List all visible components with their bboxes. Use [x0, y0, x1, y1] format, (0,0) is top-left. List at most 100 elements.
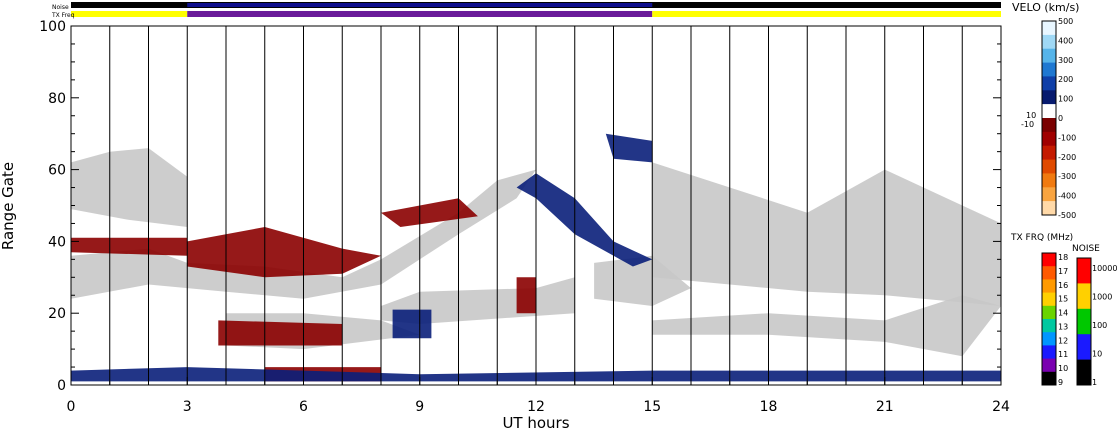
- velocity-color-swatch: [1042, 21, 1056, 36]
- noise-color-swatch-frame: [1076, 257, 1092, 386]
- txfreq-tick-label: 15: [1058, 295, 1068, 304]
- scatter-region: [516, 173, 653, 267]
- y-tick-label: 80: [48, 91, 66, 107]
- velocity-tick-label: 200: [1058, 75, 1073, 84]
- noise-color-swatch: [1077, 334, 1091, 361]
- velocity-color-swatch: [1042, 187, 1056, 202]
- scatter-region: [392, 309, 432, 339]
- txfreq-bar-segment: [652, 11, 1001, 17]
- x-tick-label: 6: [299, 399, 308, 415]
- scatter-region: [71, 237, 188, 256]
- txfreq-tick-label: 12: [1058, 336, 1068, 345]
- noise-color-swatch: [1077, 283, 1091, 310]
- scatter-region: [516, 277, 536, 314]
- velocity-color-swatch: [1042, 62, 1056, 77]
- velocity-tick-label: 0: [1058, 114, 1063, 123]
- velocity-color-swatch: [1042, 76, 1056, 91]
- scatter-region: [594, 255, 691, 306]
- txfreq-tick-label: 13: [1058, 322, 1068, 331]
- velocity-tick-label: 100: [1058, 95, 1073, 104]
- x-tick-label: 3: [183, 399, 192, 415]
- txfreq-tick-label: 10: [1058, 364, 1068, 373]
- noise-tick-label: 1: [1092, 378, 1097, 387]
- x-tick-label: 21: [876, 399, 894, 415]
- txfreq-color-swatch: [1042, 371, 1056, 386]
- velocity-tick-label: 500: [1058, 17, 1073, 26]
- y-tick-label: 100: [39, 19, 66, 35]
- txfreq-tick-label: 17: [1058, 267, 1068, 276]
- velocity-color-swatch: [1042, 118, 1056, 133]
- velocity-near-zero-label: -10: [1021, 120, 1034, 129]
- txfreq-color-swatch: [1042, 332, 1056, 346]
- noise-tick-label: 10000: [1092, 264, 1117, 273]
- txfreq-scale-title: TX FRQ (MHz): [1010, 233, 1073, 243]
- x-tick-label: 9: [415, 399, 424, 415]
- noise-tick-label: 100: [1092, 321, 1107, 330]
- y-tick-label: 60: [48, 163, 66, 179]
- x-tick-label: 18: [760, 399, 778, 415]
- velocity-color-swatch: [1042, 159, 1056, 174]
- vertical-grid-lines: [109, 26, 963, 385]
- velocity-tick-label: -200: [1058, 153, 1076, 162]
- x-axis-label: UT hours: [502, 414, 569, 432]
- velocity-tick-label: -400: [1058, 192, 1076, 201]
- y-tick-label: 40: [48, 234, 66, 250]
- txfreq-color-swatch: [1042, 292, 1056, 307]
- y-tick-label: 20: [48, 306, 66, 322]
- velocity-tick-label: -100: [1058, 133, 1076, 142]
- scatter-region: [218, 320, 343, 346]
- noise-color-swatch: [1077, 258, 1091, 284]
- noise-color-swatch: [1077, 359, 1091, 386]
- velocity-color-swatch: [1042, 90, 1056, 105]
- txfreq-bar-label: TX Freq: [51, 12, 75, 19]
- velocity-color-swatch: [1042, 48, 1056, 64]
- txfreq-color-swatch-frame: [1041, 252, 1057, 386]
- scatter-region: [381, 198, 478, 227]
- txfreq-color-swatch: [1042, 305, 1056, 320]
- velocity-tick-label: 400: [1058, 36, 1073, 45]
- scatter-region: [71, 148, 188, 227]
- velocity-tick-label: -300: [1058, 172, 1076, 181]
- noise-tick-label: 1000: [1092, 293, 1112, 302]
- x-tick-label: 15: [643, 399, 661, 415]
- txfreq-tick-label: 14: [1058, 309, 1068, 318]
- txfreq-tick-label: 16: [1058, 281, 1068, 290]
- txfreq-color-swatch: [1042, 266, 1056, 280]
- y-axis-label: Range Gate: [0, 162, 17, 250]
- velocity-color-swatch: [1042, 201, 1056, 216]
- velocity-color-swatch: [1042, 145, 1056, 161]
- scatter-region: [187, 227, 381, 278]
- txfreq-color-swatch: [1042, 358, 1056, 373]
- noise-bar-segment: [187, 3, 653, 7]
- txfreq-color-swatch: [1042, 345, 1056, 360]
- noise-tick-label: 10: [1092, 350, 1102, 359]
- txfreq-color-swatch: [1042, 319, 1056, 333]
- velocity-color-swatch: [1042, 34, 1056, 50]
- txfreq-bar-segment: [71, 11, 188, 17]
- x-tick-label: 12: [527, 399, 545, 415]
- velocity-tick-label: 300: [1058, 56, 1073, 65]
- noise-color-swatch: [1077, 308, 1091, 335]
- txfreq-tick-label: 18: [1058, 253, 1068, 262]
- velocity-color-swatch-frame: [1041, 20, 1057, 216]
- txfreq-tick-label: 9: [1058, 378, 1063, 387]
- txfreq-color-swatch: [1042, 253, 1056, 267]
- y-tick-label: 0: [57, 378, 66, 394]
- scatter-region: [652, 295, 1001, 357]
- velocity-color-swatch: [1042, 173, 1056, 188]
- txfreq-bar-segment: [187, 11, 653, 17]
- velocity-color-swatch: [1042, 131, 1056, 147]
- scatter-region: [605, 133, 653, 163]
- velocity-tick-label: -500: [1058, 211, 1076, 220]
- scatter-region: [652, 162, 1001, 306]
- velocity-near-zero-label: 10: [1026, 111, 1036, 120]
- noise-bar-label: Noise: [52, 4, 69, 11]
- noise-scale-title: NOISE: [1072, 244, 1100, 254]
- velocity-scale-title: VELO (km/s): [1012, 1, 1079, 14]
- velocity-color-swatch: [1042, 104, 1056, 119]
- x-tick-label: 24: [992, 399, 1010, 415]
- x-tick-label: 0: [67, 399, 76, 415]
- txfreq-tick-label: 11: [1058, 350, 1068, 359]
- txfreq-color-swatch: [1042, 279, 1056, 294]
